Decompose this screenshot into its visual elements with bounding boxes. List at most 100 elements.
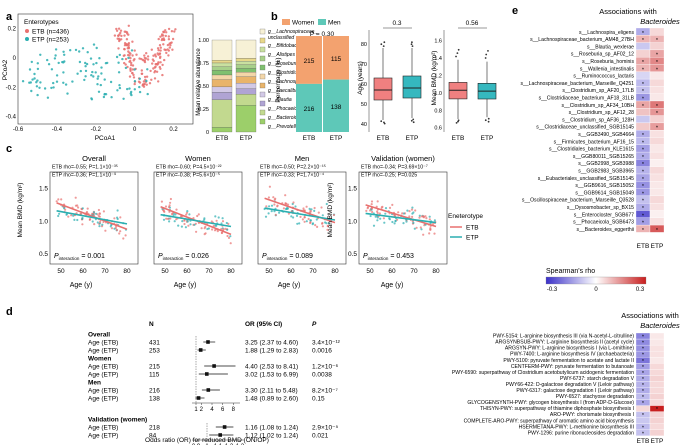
pcoa-point-etp (78, 60, 82, 64)
scatter-point-etb (369, 209, 372, 212)
scatter-point-etb (429, 228, 432, 231)
pcoa-legend-etp: ETP (n=253) (32, 37, 69, 44)
panel-c-letter: c (6, 143, 12, 155)
scatter-etb-stat: ETB rho=-0.60; P=4.5×10⁻²² (156, 165, 222, 171)
scatter-point-etp (96, 221, 99, 224)
scatter-point-etb (370, 203, 373, 206)
scatter-fit-line (365, 212, 437, 224)
pcoa-point-etb (128, 75, 132, 78)
pcoa-point-etp (128, 87, 131, 90)
scatter-point-etp (91, 220, 94, 223)
pcoa-point-etb (130, 63, 133, 67)
heatmap-row-label: s__Phocaeicola_SGB6473 (573, 220, 634, 226)
heatmap-cell (649, 151, 665, 160)
pcoa-point-etp (36, 93, 39, 97)
scatter-point-etp (327, 222, 331, 225)
pcoa-point-etb (167, 54, 170, 57)
box-ytick: 80 (361, 42, 367, 48)
scatter-point-etb (320, 206, 323, 209)
scatter-point-etb (55, 200, 58, 203)
forest-row-p: 0.0038 (312, 372, 332, 379)
genus-legend-swatch (259, 28, 266, 35)
forest-row-label: Age (ETB) (88, 340, 118, 347)
scatter-point-etp (267, 212, 270, 215)
scatter-point-etb (97, 208, 100, 212)
age-boxplot: Age (years) 80 70 60 50 40 0.3 ETB ETP (357, 20, 422, 142)
pcoa-point-etb (164, 34, 167, 38)
scatter-pinteraction: Pinteraction = 0.089 (262, 253, 313, 261)
heatmap-star: * (642, 67, 645, 73)
pcoa-xtick: -0.4 (52, 127, 63, 133)
scatter-point-etp (58, 212, 61, 215)
pcoa-point-etp (36, 67, 40, 71)
forest-row-label: Age (ETB) (88, 364, 118, 371)
pcoa-point-etb (153, 77, 157, 80)
panel-e-letter: e (512, 5, 518, 17)
genus-legend-label: g__Lachnospiraceae_ (268, 29, 317, 35)
scatter-point-etb (365, 209, 368, 212)
scatter-fit-line (264, 207, 336, 221)
genus-legend: g__Lachnospiraceae_unclassified g__Bifido… (259, 28, 317, 130)
heatmap-cell (635, 417, 651, 424)
pcoa-point-etp (84, 61, 87, 65)
pcoa-point-etb (131, 64, 135, 67)
panel-e: e Associations with Bacteroides s__Lachn… (452, 5, 680, 445)
c-xlabel-1: Age (y) (70, 282, 93, 289)
scatter-point-etp (181, 220, 184, 223)
pcoa-point-etp (84, 75, 87, 78)
pcoa-point-etp (117, 71, 121, 74)
pcoa-point-etb (157, 37, 160, 41)
pcoa-point-etb (149, 69, 152, 73)
heatmap-cell (649, 338, 665, 346)
d-header-or: OR (95% CI) (245, 321, 282, 328)
scatter-point-etb (216, 230, 219, 233)
heatmap-star: * (642, 347, 645, 353)
genus-legend-label: g__Clostridium (268, 70, 301, 76)
scatter-point-etp (384, 212, 387, 215)
pcoa-point-etb (162, 37, 165, 40)
scatter-point-etp (193, 223, 196, 226)
pcoa-point-etb (150, 78, 153, 82)
pcoa-point-etb (122, 54, 126, 57)
pcoa-point-etp (54, 54, 57, 57)
heatmap-star: * (656, 111, 659, 117)
pcoa-point-etb (124, 57, 128, 61)
panel-a: a Enterotypes ETB (n=436) ETP (n=253) -0… (2, 11, 317, 142)
pcoa-point-etb (159, 35, 162, 38)
box-outlier (456, 52, 459, 54)
pcoa-point-etp (84, 65, 87, 68)
scatter-xtick: 70 (309, 268, 317, 275)
forest-row-n: 253 (149, 348, 160, 355)
forest-row-label: Age (ETP) (88, 433, 118, 440)
c-legend-etb: ETB (466, 225, 479, 232)
heatmap-star: * (642, 148, 645, 154)
heatmap-cell (649, 137, 665, 145)
scatter-point-etp (95, 212, 98, 215)
pcoa-point-etp (30, 60, 33, 64)
spearman-legend-title: Spearman's rho (546, 268, 595, 275)
pct-label-men: 138 (331, 104, 342, 111)
c-ylabel-1: Mean BMD (kg/m²) (17, 183, 24, 238)
forest-row-label: Age (ETB) (88, 425, 118, 432)
heatmap-row-label: s__Clostridium_sp_AF12_28 (569, 110, 635, 116)
pcoa-point-etb (165, 51, 168, 55)
heatmap-cell (649, 159, 665, 167)
scatter-frame (257, 171, 347, 265)
scatter-point-etb (276, 204, 279, 207)
pcoa-point-etb (169, 44, 172, 47)
scatter-point-etb (227, 236, 231, 239)
pcoa-point-etb (120, 34, 123, 38)
scatter-point-etb (183, 222, 186, 226)
scatter-point-etb (200, 227, 203, 230)
scatter-point-etb (422, 233, 425, 236)
scatter-point-etb (175, 218, 178, 221)
pcoa-legend-etb: ETB (n=436) (32, 29, 69, 36)
scatter-point-etb (265, 205, 268, 208)
scatter-point-etb (326, 224, 329, 227)
scatter-point-etb (376, 211, 379, 215)
pcoa-point-etb (118, 38, 121, 42)
heatmap-cell (649, 381, 665, 388)
spearman-legend: Spearman's rho -0.3 0 0.3 (545, 268, 647, 293)
pcoa-point-etb (119, 29, 123, 32)
